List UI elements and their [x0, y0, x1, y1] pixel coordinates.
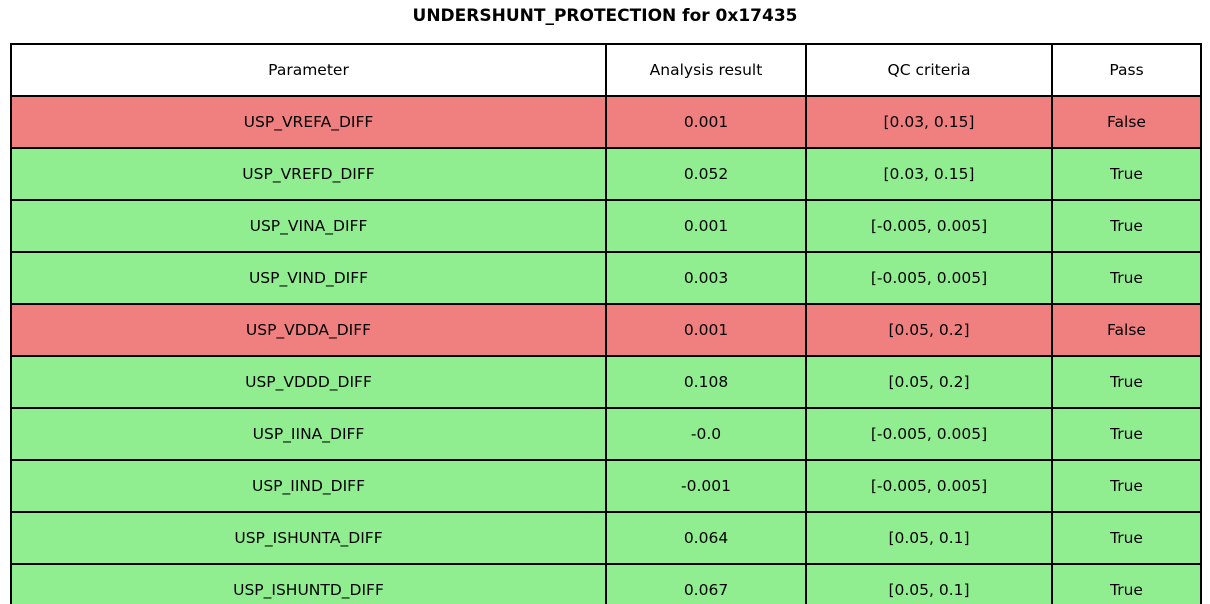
cell-parameter: USP_ISHUNTD_DIFF: [10, 563, 607, 604]
table-row: USP_IIND_DIFF -0.001 [-0.005, 0.005] True: [10, 459, 1202, 513]
cell-pass: True: [1051, 407, 1202, 461]
cell-criteria: [-0.005, 0.005]: [805, 251, 1053, 305]
cell-result: 0.003: [605, 251, 807, 305]
cell-result: 0.001: [605, 95, 807, 149]
cell-result: 0.001: [605, 303, 807, 357]
cell-criteria: [0.03, 0.15]: [805, 147, 1053, 201]
cell-parameter: USP_VINA_DIFF: [10, 199, 607, 253]
table-row: USP_VDDA_DIFF 0.001 [0.05, 0.2] False: [10, 303, 1202, 357]
table-header: Parameter Analysis result QC criteria Pa…: [10, 43, 1202, 97]
cell-criteria: [0.05, 0.2]: [805, 355, 1053, 409]
cell-pass: True: [1051, 251, 1202, 305]
cell-criteria: [-0.005, 0.005]: [805, 199, 1053, 253]
table-row: USP_VREFA_DIFF 0.001 [0.03, 0.15] False: [10, 95, 1202, 149]
table-row: USP_VINA_DIFF 0.001 [-0.005, 0.005] True: [10, 199, 1202, 253]
cell-pass: True: [1051, 147, 1202, 201]
table-row: USP_ISHUNTD_DIFF 0.067 [0.05, 0.1] True: [10, 563, 1202, 604]
table-body: USP_VREFA_DIFF 0.001 [0.03, 0.15] False USP_…: [10, 95, 1202, 604]
column-header-pass: Pass: [1051, 43, 1202, 97]
cell-criteria: [0.05, 0.1]: [805, 563, 1053, 604]
cell-pass: False: [1051, 95, 1202, 149]
qc-results-table: Parameter Analysis result QC criteria Pa…: [10, 43, 1202, 604]
cell-result: 0.001: [605, 199, 807, 253]
cell-parameter: USP_VDDA_DIFF: [10, 303, 607, 357]
cell-parameter: USP_ISHUNTA_DIFF: [10, 511, 607, 565]
cell-criteria: [-0.005, 0.005]: [805, 407, 1053, 461]
cell-parameter: USP_VREFA_DIFF: [10, 95, 607, 149]
cell-pass: True: [1051, 511, 1202, 565]
table-row: USP_VDDD_DIFF 0.108 [0.05, 0.2] True: [10, 355, 1202, 409]
cell-pass: True: [1051, 563, 1202, 604]
cell-result: 0.108: [605, 355, 807, 409]
cell-result: -0.001: [605, 459, 807, 513]
cell-criteria: [0.05, 0.2]: [805, 303, 1053, 357]
page-title: UNDERSHUNT_PROTECTION for 0x17435: [412, 6, 798, 26]
column-header-qc-criteria: QC criteria: [805, 43, 1053, 97]
cell-parameter: USP_VREFD_DIFF: [10, 147, 607, 201]
cell-pass: True: [1051, 199, 1202, 253]
cell-result: 0.067: [605, 563, 807, 604]
cell-parameter: USP_IIND_DIFF: [10, 459, 607, 513]
cell-pass: True: [1051, 459, 1202, 513]
cell-pass: True: [1051, 355, 1202, 409]
column-header-parameter: Parameter: [10, 43, 607, 97]
table-row: USP_VREFD_DIFF 0.052 [0.03, 0.15] True: [10, 147, 1202, 201]
cell-result: -0.0: [605, 407, 807, 461]
table-row: USP_IINA_DIFF -0.0 [-0.005, 0.005] True: [10, 407, 1202, 461]
cell-criteria: [0.05, 0.1]: [805, 511, 1053, 565]
cell-parameter: USP_VIND_DIFF: [10, 251, 607, 305]
table-row: USP_ISHUNTA_DIFF 0.064 [0.05, 0.1] True: [10, 511, 1202, 565]
cell-criteria: [-0.005, 0.005]: [805, 459, 1053, 513]
cell-result: 0.064: [605, 511, 807, 565]
cell-result: 0.052: [605, 147, 807, 201]
table-row: USP_VIND_DIFF 0.003 [-0.005, 0.005] True: [10, 251, 1202, 305]
cell-parameter: USP_IINA_DIFF: [10, 407, 607, 461]
column-header-analysis-result: Analysis result: [605, 43, 807, 97]
cell-pass: False: [1051, 303, 1202, 357]
cell-parameter: USP_VDDD_DIFF: [10, 355, 607, 409]
cell-criteria: [0.03, 0.15]: [805, 95, 1053, 149]
header-row: Parameter Analysis result QC criteria Pa…: [10, 43, 1202, 97]
